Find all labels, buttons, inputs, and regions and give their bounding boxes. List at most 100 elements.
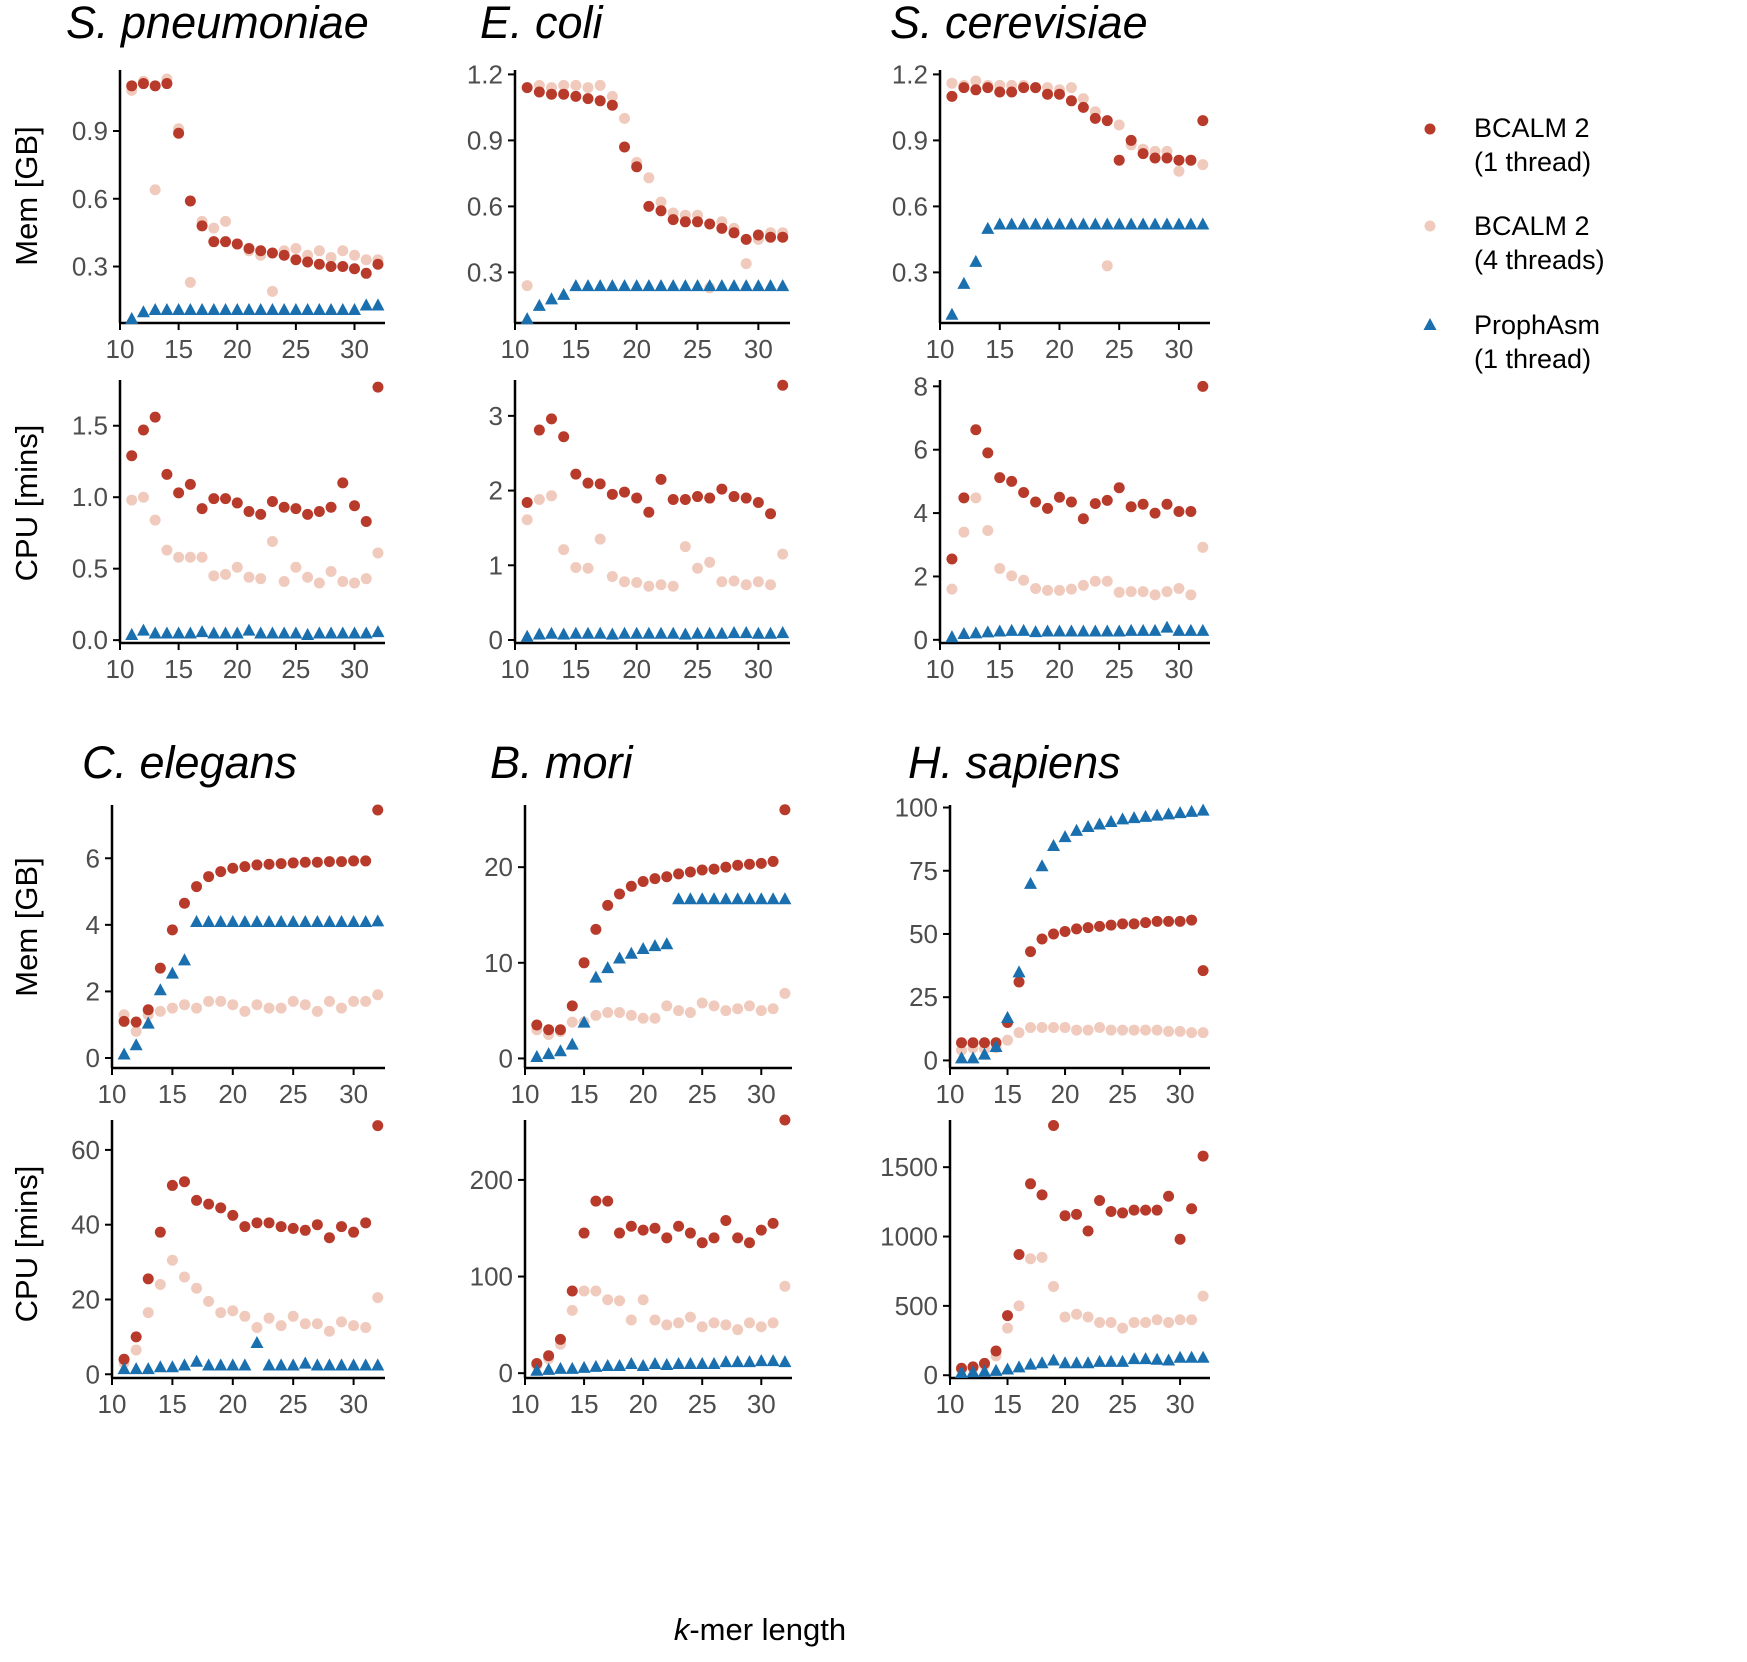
data-point-circle: [178, 897, 190, 909]
data-point-circle: [743, 1237, 755, 1249]
data-point-circle: [1113, 586, 1125, 598]
data-point-circle: [263, 1312, 275, 1324]
data-point-circle: [287, 1222, 299, 1234]
y-tick-label: 0: [499, 1358, 513, 1388]
data-point-triangle: [250, 915, 264, 928]
data-point-circle: [154, 1226, 166, 1238]
data-point-circle: [1185, 506, 1197, 517]
data-point-triangle: [727, 626, 741, 639]
data-point-triangle: [190, 1354, 204, 1367]
series-p1: [125, 623, 385, 640]
data-point-circle: [637, 1294, 649, 1306]
data-point-circle: [231, 497, 243, 509]
data-point-triangle: [993, 217, 1007, 230]
data-point-circle: [1163, 1317, 1175, 1329]
data-point-triangle: [727, 279, 741, 292]
data-point-circle: [667, 580, 679, 592]
data-point-circle: [313, 258, 325, 270]
data-point-triangle: [242, 623, 256, 636]
data-point-circle: [582, 562, 594, 574]
x-tick-label: 30: [340, 334, 369, 364]
data-point-circle: [1071, 1024, 1083, 1036]
data-point-triangle: [553, 1044, 567, 1057]
data-point-circle: [631, 492, 643, 504]
data-point-triangle: [945, 307, 959, 320]
data-point-circle: [1036, 1251, 1048, 1263]
data-point-circle: [1113, 154, 1125, 166]
data-point-circle: [594, 478, 606, 490]
data-point-circle: [1186, 1203, 1198, 1215]
y-tick-label: 1.2: [892, 59, 928, 89]
x-tick-label: 30: [340, 654, 369, 684]
data-point-circle: [255, 508, 267, 520]
data-point-circle: [349, 577, 361, 589]
data-point-circle: [239, 1221, 251, 1233]
data-point-triangle: [1070, 1356, 1084, 1369]
series-b4: [956, 1251, 1209, 1376]
data-point-triangle: [177, 953, 191, 966]
y-tick-label: 1: [489, 550, 503, 580]
data-point-circle: [126, 80, 138, 92]
y-tick-label: 10: [484, 948, 513, 978]
data-point-circle: [566, 1304, 578, 1316]
data-point-circle: [1197, 1290, 1209, 1302]
data-point-triangle: [739, 626, 753, 639]
data-point-circle: [173, 127, 185, 139]
panel-title-c-elegans: C. elegans: [82, 737, 297, 788]
data-point-triangle: [289, 302, 303, 315]
data-point-circle: [178, 1271, 190, 1283]
data-point-triangle: [545, 626, 559, 639]
data-point-triangle: [1012, 1360, 1026, 1373]
data-point-circle: [779, 1114, 791, 1126]
panel-e-coli: E. coli 0.3 0.6 0.9 1.2 10 15 20 25 30 0 1 2 3 10 15 20 2…: [467, 0, 790, 684]
data-point-circle: [625, 880, 637, 892]
data-point-circle: [299, 999, 311, 1011]
data-point-circle: [290, 503, 302, 515]
series-b4: [126, 491, 384, 589]
data-point-circle: [360, 855, 372, 867]
data-point-triangle: [1104, 814, 1118, 827]
data-point-triangle: [1100, 624, 1114, 637]
data-point-triangle: [532, 627, 546, 640]
data-point-circle: [349, 500, 361, 512]
data-point-triangle: [335, 915, 349, 928]
data-point-triangle: [605, 627, 619, 640]
data-point-triangle: [739, 279, 753, 292]
data-point-circle: [692, 491, 704, 503]
data-point-circle: [533, 494, 545, 506]
data-point-triangle: [286, 915, 300, 928]
data-point-triangle: [569, 626, 583, 639]
data-point-triangle: [969, 254, 983, 267]
data-point-circle: [1059, 1022, 1071, 1034]
data-point-circle: [1197, 541, 1209, 553]
panel-s-pneumoniae: S. pneumoniae 0.3 0.6 0.9 10 15 20 25 30 0.0 0.5 1.…: [66, 0, 385, 684]
data-point-triangle: [310, 915, 324, 928]
data-point-triangle: [589, 970, 603, 983]
data-point-circle: [1025, 1022, 1037, 1034]
data-point-circle: [728, 227, 740, 239]
data-point-triangle: [553, 1361, 567, 1374]
x-tick-label: 15: [985, 654, 1014, 684]
data-point-triangle: [1148, 623, 1162, 636]
x-tick-label: 20: [629, 1079, 658, 1109]
data-point-circle: [558, 79, 570, 91]
data-point-triangle: [298, 1356, 312, 1369]
data-point-circle: [302, 508, 314, 520]
mem-plot-b-mori: 0 10 20 10 15 20 25 30: [484, 804, 792, 1109]
data-point-triangle: [565, 1037, 579, 1050]
data-point-circle: [566, 1016, 578, 1028]
data-point-circle: [521, 497, 533, 509]
x-tick-label: 10: [926, 334, 955, 364]
data-point-triangle: [1139, 1352, 1153, 1365]
data-point-circle: [696, 1237, 708, 1249]
y-tick-label: 0.3: [892, 257, 928, 287]
data-point-circle: [619, 112, 631, 124]
data-point-circle: [1125, 134, 1137, 146]
data-point-circle: [360, 516, 372, 528]
mem-plot-c-elegans: 0 2 4 6 10 15 20 25 30: [86, 804, 385, 1109]
data-point-circle: [546, 88, 558, 100]
data-point-circle: [1173, 582, 1185, 594]
data-point-triangle: [742, 1355, 756, 1368]
data-point-circle: [348, 855, 360, 867]
data-point-triangle: [683, 1357, 697, 1370]
